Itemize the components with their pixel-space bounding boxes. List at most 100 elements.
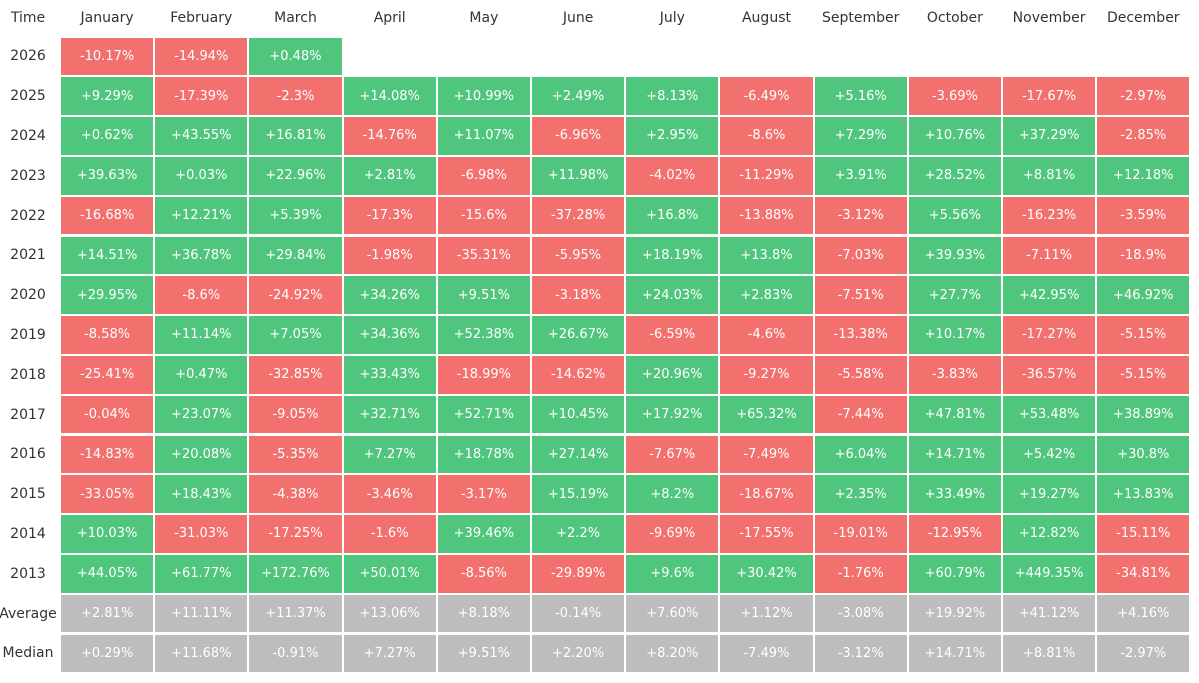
return-cell: +20.08% [155,435,248,474]
row-label: 2016 [10,446,46,463]
return-cell: +12.21% [155,196,248,235]
return-cell: -2.85% [1097,117,1190,155]
return-cell: -2.97% [1097,77,1190,116]
return-cell: -35.31% [437,236,530,275]
return-cell: +39.63% [61,156,154,195]
return-cell: -0.04% [61,395,154,434]
return-cell: +12.18% [1097,156,1190,195]
return-cell: +15.19% [532,475,625,514]
return-cell: -7.49% [720,435,813,474]
return-cell: -3.17% [437,475,530,514]
return-cell: +7.27% [343,435,436,474]
return-cell: -15.6% [437,196,530,235]
return-cell: +24.03% [626,276,719,315]
return-cell: -36.57% [1003,355,1096,394]
return-cell: +4.16% [1097,594,1190,633]
return-cell: -5.15% [1097,316,1190,354]
return-cell: -5.35% [249,435,342,474]
return-cell: -3.59% [1097,196,1190,235]
return-cell: -2.97% [1097,634,1190,673]
column-header: April [373,10,406,26]
return-cell: +9.29% [61,77,154,116]
row-label: Average [0,605,57,622]
column-header: October [926,10,983,26]
return-cell: +39.46% [437,515,530,553]
return-cell: -7.49% [720,634,813,673]
return-cell: +36.78% [155,236,248,275]
return-cell: +0.47% [155,355,248,394]
return-cell: -14.83% [61,435,154,474]
return-cell: +34.26% [343,276,436,315]
return-cell: +33.49% [908,475,1001,514]
row-label: 2018 [10,366,46,383]
return-cell: -14.94% [155,37,248,76]
return-cell: -13.88% [720,196,813,235]
return-cell: -12.95% [908,515,1001,553]
row-label: 2013 [10,565,46,582]
return-cell: -13.38% [814,316,907,354]
return-cell: +52.71% [437,395,530,434]
return-cell: -15.11% [1097,515,1190,553]
return-cell: +65.32% [720,395,813,434]
return-cell: +39.93% [908,236,1001,275]
column-header: November [1012,10,1086,26]
row-label: 2026 [10,48,46,65]
row-label: 2023 [10,167,46,184]
return-cell: -4.02% [626,156,719,195]
return-cell: +2.2% [532,515,625,553]
return-cell: +2.49% [532,77,625,116]
row-label: 2019 [10,326,46,343]
row-label: 2024 [10,127,46,144]
return-cell: -17.55% [720,515,813,553]
return-cell: +5.42% [1003,435,1096,474]
return-cell: +11.07% [437,117,530,155]
return-cell: +6.04% [814,435,907,474]
return-cell: -0.91% [249,634,342,673]
return-cell: +2.95% [626,117,719,155]
return-cell: -6.59% [626,316,719,354]
return-cell: +33.43% [343,355,436,394]
return-cell: +11.37% [249,594,342,633]
return-cell: -7.44% [814,395,907,434]
return-cell: +18.19% [626,236,719,275]
return-cell: -0.14% [532,594,625,633]
return-cell: +8.81% [1003,156,1096,195]
return-cell: -1.98% [343,236,436,275]
return-cell: -3.08% [814,594,907,633]
return-cell: +43.55% [155,117,248,155]
return-cell: -11.29% [720,156,813,195]
return-cell: -17.27% [1003,316,1096,354]
return-cell: +13.83% [1097,475,1190,514]
column-header: January [80,10,134,26]
return-cell: +16.8% [626,196,719,235]
row-label: 2022 [10,207,46,224]
row-label: Median [2,645,54,662]
return-cell: -5.15% [1097,355,1190,394]
return-cell: +38.89% [1097,395,1190,434]
return-cell: -3.12% [814,634,907,673]
return-cell: +14.71% [908,435,1001,474]
return-cell: +61.77% [155,554,248,593]
return-cell: -7.11% [1003,236,1096,275]
return-cell: -1.76% [814,554,907,593]
return-cell: -3.12% [814,196,907,235]
return-cell: -6.98% [437,156,530,195]
return-cell: -6.96% [532,117,625,155]
row-label: 2020 [10,287,46,304]
return-cell: -17.39% [155,77,248,116]
return-cell: +22.96% [249,156,342,195]
return-cell: -10.17% [61,37,154,76]
return-cell: +16.81% [249,117,342,155]
row-label: 2015 [10,486,46,503]
return-cell: -16.23% [1003,196,1096,235]
return-cell: -7.03% [814,236,907,275]
row-label: 2017 [10,406,46,423]
return-cell: +2.20% [532,634,625,673]
return-cell: -5.58% [814,355,907,394]
column-header: September [821,10,900,26]
column-header: August [741,10,791,26]
return-cell: +11.98% [532,156,625,195]
column-header: July [659,10,685,26]
return-cell: -32.85% [249,355,342,394]
return-cell: +11.11% [155,594,248,633]
